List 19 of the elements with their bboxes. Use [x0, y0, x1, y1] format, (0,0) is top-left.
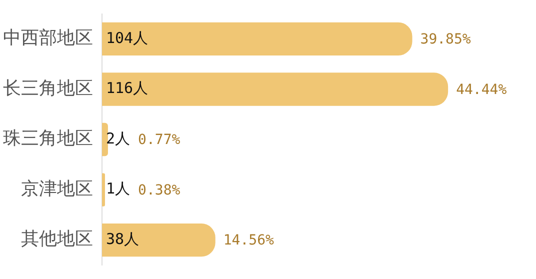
data-label: 104人 [106, 28, 148, 47]
data-label: 116人 [106, 79, 148, 98]
y-tick-label: 京津地区 [21, 178, 93, 200]
bar [102, 223, 216, 257]
annotation: 44.44% [456, 82, 508, 98]
data-label: 38人 [106, 230, 140, 248]
annotation: 0.38% [138, 182, 181, 198]
annotation: 0.77% [138, 132, 181, 148]
bar [102, 122, 108, 156]
bar [102, 72, 448, 106]
bar [102, 173, 105, 206]
annotation: 39.85% [420, 32, 472, 48]
y-tick-label: 中西部地区 [3, 28, 93, 49]
y-tick-label: 珠三角地区 [3, 128, 93, 150]
y-tick-label: 长三角地区 [3, 78, 93, 99]
annotation: 14.56% [223, 232, 275, 249]
y-tick-label: 其他地区 [21, 228, 93, 250]
data-label: 1人 [106, 180, 130, 198]
bar [102, 22, 412, 56]
